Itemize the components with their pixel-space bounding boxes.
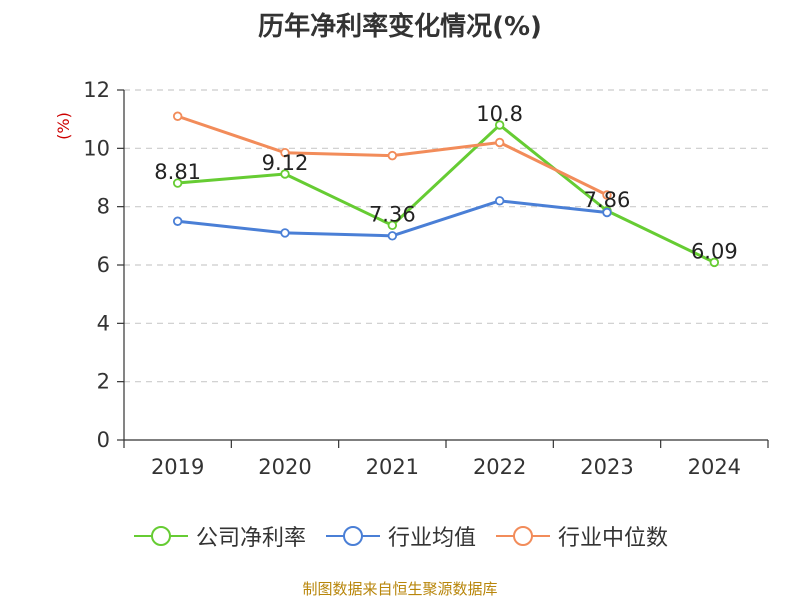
data-label-2022: 10.8 (476, 102, 523, 126)
legend-label-industry-median: 行业中位数 (558, 526, 669, 551)
x-tick-label-2021: 2021 (366, 455, 419, 479)
y-tick-label-6: 6 (97, 253, 110, 277)
legend-item-company[interactable]: 公司净利率 (132, 520, 306, 552)
y-tick-label-10: 10 (83, 136, 110, 160)
y-tick-label-2: 2 (97, 370, 110, 394)
series-2-point-2021 (387, 150, 398, 161)
series-0-point-2021 (387, 220, 398, 231)
grid-layer (124, 89, 768, 383)
series-1-point-2021 (387, 231, 398, 241)
series-layer (172, 111, 720, 268)
series-1-point-2019 (172, 216, 183, 226)
legend-item-industry-avg[interactable]: 行业均值 (324, 520, 476, 552)
series-line-0 (177, 123, 715, 264)
series-2-point-2023 (602, 190, 612, 200)
series-2-point-2020 (280, 148, 290, 158)
x-tick-label-2020: 2020 (258, 455, 311, 479)
x-tick-label-2019: 2019 (151, 455, 204, 479)
series-2-point-2022 (494, 137, 505, 148)
data-label-layer: 8.81 9.12 7.36 10.8 7.86 6.09 (154, 102, 737, 263)
series-1-point-2020 (280, 228, 290, 238)
data-label-2023: 7.86 (584, 188, 631, 212)
y-tick-label-8: 8 (97, 195, 110, 219)
data-label-2020: 9.12 (262, 151, 309, 175)
series-1-point-2022 (494, 196, 505, 206)
y-tick-label-0: 0 (97, 428, 110, 452)
legend-swatch-industry-avg (325, 526, 380, 546)
data-source-note: 制图数据来自恒生聚源数据库 (302, 580, 498, 598)
series-0-point-2020 (280, 169, 290, 179)
series-0-point-2019 (172, 178, 183, 188)
legend-label-company: 公司净利率 (195, 526, 306, 551)
y-tick-label-12: 12 (83, 78, 110, 102)
series-2-point-2019 (172, 111, 183, 121)
y-axis-label: (%) (54, 112, 73, 140)
series-0-point-2022 (494, 120, 505, 130)
chart-title: 历年净利率变化情况(%) (258, 12, 542, 42)
x-tick-label-2022: 2022 (473, 455, 526, 479)
y-tick-label-4: 4 (97, 311, 110, 335)
legend: 公司净利率 行业均值 行业中位数 (0, 520, 800, 552)
legend-item-industry-median[interactable]: 行业中位数 (494, 520, 668, 552)
legend-label-industry-avg: 行业均值 (387, 526, 476, 551)
series-1-point-2023 (602, 207, 612, 218)
data-label-2019: 8.81 (154, 160, 201, 184)
legend-swatch-industry-median (496, 526, 550, 546)
legend-swatch-company (133, 526, 188, 546)
data-label-2024: 6.09 (691, 239, 738, 263)
axis-layer: 0 2 4 6 8 10 12 (%) 2019 2020 2021 2022 2023 2024 (54, 78, 769, 479)
x-tick-label-2024: 2024 (688, 455, 741, 479)
series-0-point-2024 (709, 257, 720, 268)
data-label-2021: 7.36 (369, 202, 416, 226)
x-tick-label-2023: 2023 (580, 455, 633, 479)
